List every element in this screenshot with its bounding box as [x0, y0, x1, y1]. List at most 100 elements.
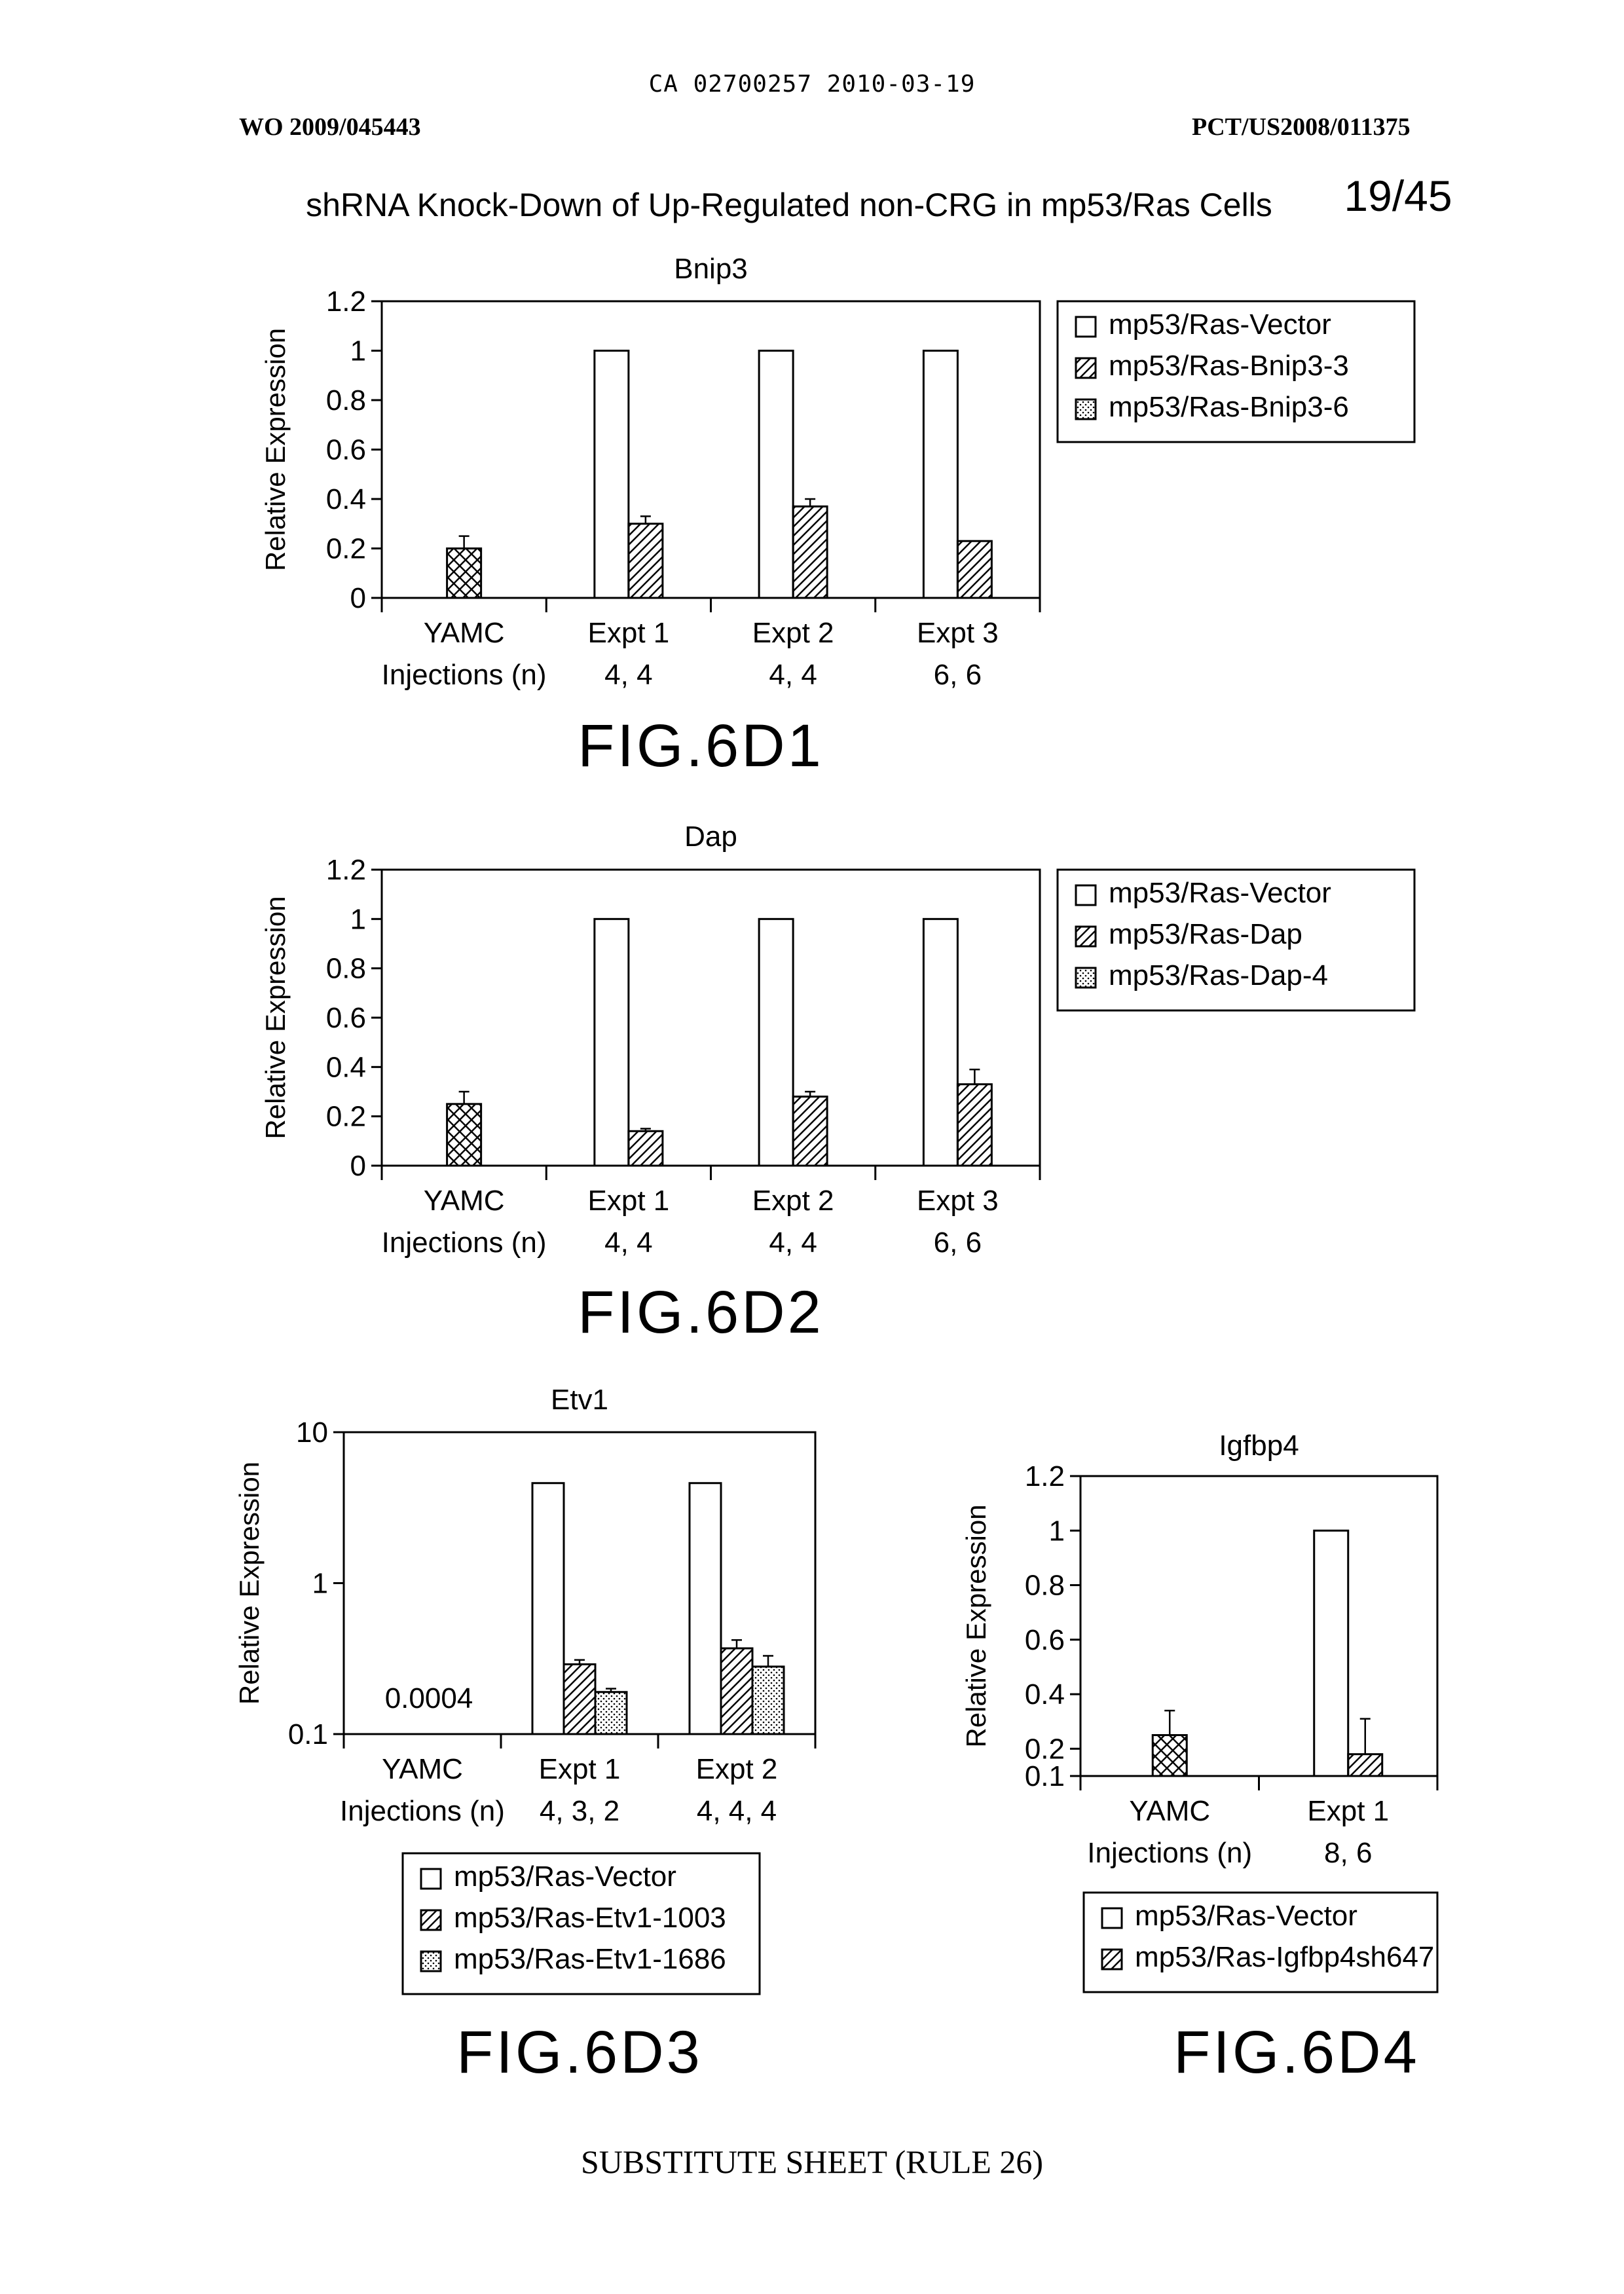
injections-count: 4, 4: [604, 1227, 652, 1259]
y-axis-label: Relative Expression: [260, 896, 291, 1139]
plot-frame: [1080, 1476, 1437, 1776]
bar-hatch: [793, 506, 827, 598]
sheet-title: shRNA Knock-Down of Up-Regulated non-CRG…: [306, 187, 1272, 223]
legend-swatch: [421, 1952, 441, 1971]
chart-title: Dap: [684, 821, 737, 853]
injections-count: 6, 6: [934, 1227, 982, 1259]
yamc-annotation: 0.0004: [385, 1682, 473, 1714]
y-tick-label: 0: [350, 1150, 366, 1182]
injections-count: 4, 4, 4: [697, 1795, 777, 1827]
y-tick-label: 0.8: [326, 384, 366, 416]
bar-hatch: [793, 1097, 827, 1166]
legend-swatch: [1102, 1908, 1122, 1928]
x-category-label: YAMC: [382, 1753, 463, 1785]
y-tick-label: 1: [350, 903, 366, 935]
injections-label: Injections (n): [340, 1795, 505, 1827]
legend-entry: mp53/Ras-Vector: [1135, 1900, 1357, 1932]
y-tick-label: 1.2: [326, 854, 366, 886]
x-category-label: YAMC: [424, 1185, 505, 1217]
x-category-label: Expt 1: [588, 1185, 670, 1217]
chart-6d4: Igfbp40.10.20.40.60.811.2Relative Expres…: [961, 1430, 1437, 2086]
legend-entry: mp53/Ras-Etv1-1003: [454, 1902, 726, 1934]
legend-entry: mp53/Ras-Bnip3-6: [1109, 391, 1349, 423]
y-tick-label: 0: [350, 582, 366, 614]
bar-dots: [595, 1692, 627, 1734]
x-category-label: Expt 3: [917, 1185, 999, 1217]
bar-open: [1314, 1530, 1348, 1776]
chart-6d3: Etv10.1110Relative ExpressionYAMCInjecti…: [234, 1384, 815, 2086]
legend-entry: mp53/Ras-Dap-4: [1109, 959, 1328, 991]
sheet-number: 19/45: [1344, 172, 1452, 220]
legend-swatch: [1076, 358, 1096, 378]
y-tick-label: 0.2: [326, 1101, 366, 1133]
x-category-label: Expt 2: [752, 1185, 834, 1217]
bar-hatch: [629, 1131, 663, 1166]
legend-swatch: [1102, 1950, 1122, 1969]
x-category-label: Expt 1: [539, 1753, 621, 1785]
chart-title: Etv1: [551, 1384, 608, 1416]
y-tick-label: 0.6: [326, 434, 366, 466]
injections-count: 8, 6: [1324, 1837, 1372, 1869]
y-tick-label: 0.4: [1025, 1678, 1065, 1711]
y-tick-label: 1: [350, 335, 366, 367]
x-category-label: Expt 2: [752, 617, 834, 649]
legend-swatch: [1076, 968, 1096, 988]
bar-open: [532, 1483, 564, 1734]
bar-hatch: [564, 1664, 595, 1734]
bar-dots: [752, 1667, 784, 1734]
injections-count: 6, 6: [934, 659, 982, 691]
y-tick-label: 1: [312, 1568, 328, 1600]
legend-entry: mp53/Ras-Etv1-1686: [454, 1943, 726, 1975]
injections-count: 4, 4: [769, 659, 817, 691]
y-tick-label: 1.2: [1025, 1460, 1065, 1492]
bar-open: [690, 1483, 721, 1734]
y-tick-label: 0.8: [326, 953, 366, 985]
x-category-label: Expt 2: [696, 1753, 778, 1785]
legend-swatch: [1076, 885, 1096, 905]
figure-label: FIG.6D3: [456, 2019, 703, 2086]
bar-open: [759, 351, 793, 599]
injections-count: 4, 4: [604, 659, 652, 691]
bar-hatch: [1348, 1754, 1382, 1776]
y-axis-label: Relative Expression: [961, 1504, 991, 1747]
y-tick-label: 0.6: [1025, 1624, 1065, 1656]
legend-entry: mp53/Ras-Igfbp4sh647: [1135, 1941, 1434, 1973]
injections-count: 4, 3, 2: [540, 1795, 619, 1827]
chart-6d1: Bnip300.20.40.60.811.2Relative Expressio…: [260, 253, 1414, 779]
y-axis-label: Relative Expression: [260, 328, 291, 571]
bar-hatch: [721, 1648, 752, 1734]
legend-swatch: [1076, 317, 1096, 337]
y-tick-label: 10: [296, 1416, 328, 1449]
injections-label: Injections (n): [382, 659, 547, 691]
legend-swatch: [1076, 927, 1096, 946]
charts-container: Bnip3 0 0.2 0.4 0.6 0.8 1 1.2 Relative Expressio…: [234, 253, 1437, 2086]
legend-entry: mp53/Ras-Vector: [454, 1860, 676, 1893]
x-category-label: YAMC: [1129, 1795, 1210, 1827]
y-tick-label: 0.2: [326, 533, 366, 565]
bar-hatch: [629, 524, 663, 598]
bar-hatch: [957, 541, 991, 598]
bar-yamc: [1153, 1735, 1187, 1776]
y-tick-label: 0.6: [326, 1002, 366, 1034]
figure-label: FIG.6D1: [578, 712, 824, 779]
x-category-label: YAMC: [424, 617, 505, 649]
bar-open: [759, 919, 793, 1166]
figure-label: FIG.6D4: [1173, 2019, 1420, 2086]
legend-swatch: [421, 1869, 441, 1889]
figure-label: FIG.6D2: [578, 1279, 824, 1346]
x-category-label: Expt 3: [917, 617, 999, 649]
substitute-sheet-footer: SUBSTITUTE SHEET (RULE 26): [0, 2143, 1624, 2181]
legend-swatch: [421, 1910, 441, 1930]
bar-hatch: [957, 1084, 991, 1166]
legend-entry: mp53/Ras-Vector: [1109, 877, 1331, 909]
y-axis-label: Relative Expression: [234, 1462, 265, 1705]
y-tick-label: 1.2: [326, 286, 366, 318]
injections-label: Injections (n): [1087, 1837, 1252, 1869]
bar-open: [595, 919, 629, 1166]
legend-entry: mp53/Ras-Vector: [1109, 308, 1331, 341]
chart-title: Bnip3: [674, 253, 748, 285]
legend-swatch: [1076, 399, 1096, 419]
bar-open: [923, 351, 957, 599]
y-tick-label: 0.8: [1025, 1570, 1065, 1602]
